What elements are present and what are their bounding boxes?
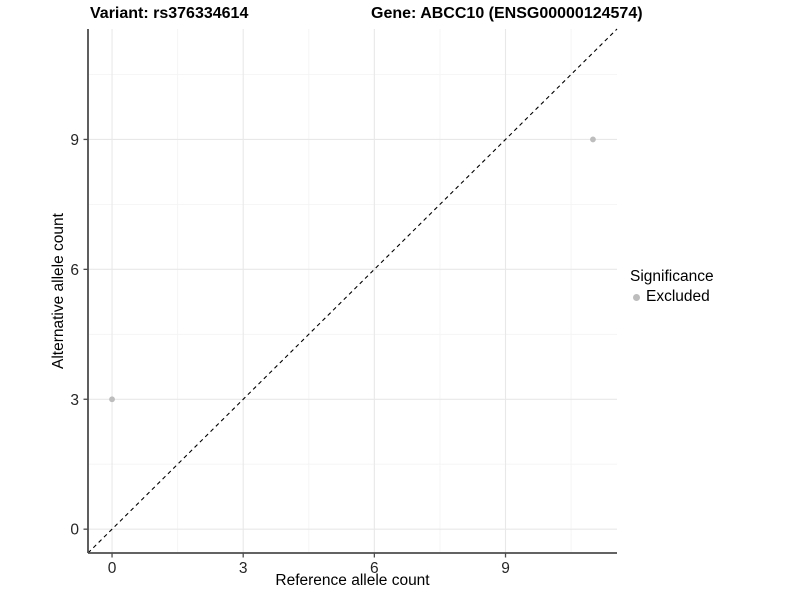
x-tick-label: 3	[239, 560, 248, 577]
data-point	[109, 396, 115, 403]
y-tick-label: 3	[70, 392, 79, 409]
x-tick-label: 9	[501, 560, 510, 577]
x-tick-label: 0	[108, 560, 117, 577]
legend-item-label: Excluded	[646, 288, 710, 305]
x-axis-title: Reference allele count	[275, 572, 430, 589]
legend-item: Excluded	[630, 288, 714, 306]
x-tick-label: 6	[370, 560, 379, 577]
legend: Significance Excluded	[630, 267, 714, 306]
data-point	[590, 136, 596, 143]
y-axis-title: Alternative allele count	[50, 213, 67, 369]
legend-items: Excluded	[630, 288, 714, 306]
gene-title: Gene: ABCC10 (ENSG00000124574)	[371, 5, 643, 22]
legend-key-dot-icon	[633, 293, 640, 301]
y-tick-label: 6	[70, 262, 79, 279]
panel-background	[88, 29, 617, 553]
y-tick-label: 9	[70, 132, 79, 149]
y-tick-label: 0	[70, 522, 79, 539]
variant-title: Variant: rs376334614	[90, 5, 249, 22]
legend-title: Significance	[630, 268, 714, 285]
